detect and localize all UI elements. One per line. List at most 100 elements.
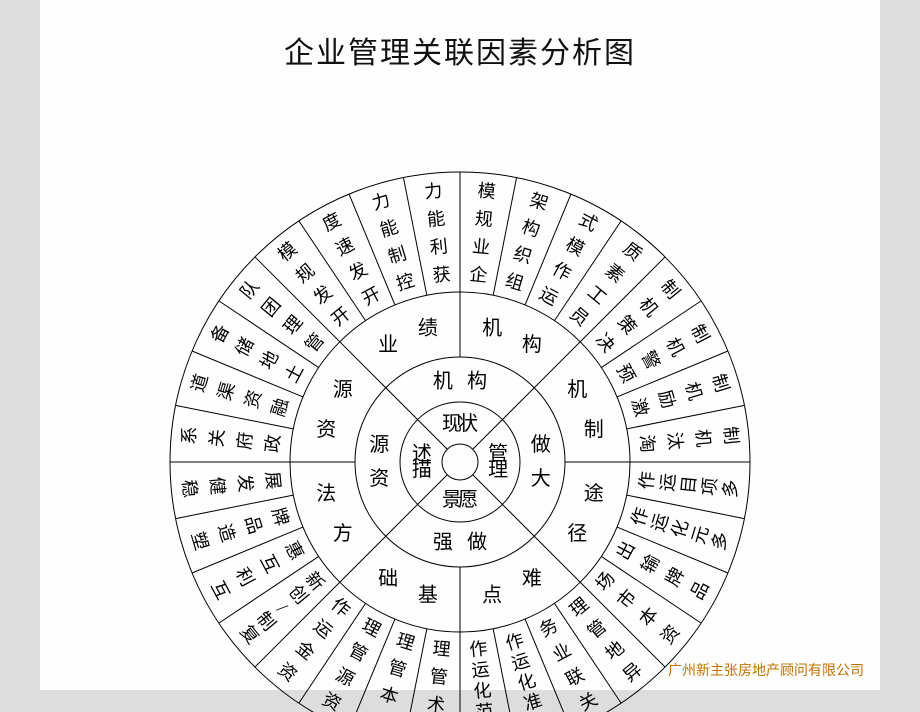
- outer-label: 运: [657, 473, 679, 493]
- outer-label: 关: [206, 428, 228, 448]
- outer-label: 理: [432, 638, 452, 660]
- outer-label: 出: [613, 538, 639, 563]
- outer-label: 管: [429, 666, 449, 688]
- outer-label: 理: [359, 615, 384, 641]
- ring-label: 资: [369, 467, 389, 490]
- inner-label: 机: [482, 316, 502, 339]
- outer-label: 工: [584, 282, 611, 309]
- outer-label: 互: [207, 578, 233, 603]
- ring-label: 做: [531, 433, 551, 456]
- outer-label: 土: [281, 361, 307, 386]
- outer-label: 激: [628, 396, 652, 419]
- spoke-quad: [255, 257, 447, 449]
- outer-label: 管: [584, 616, 611, 643]
- outer-label: 作: [327, 594, 354, 621]
- outer-label: 规: [292, 260, 319, 287]
- outer-label: 理: [566, 594, 593, 621]
- outer-label: /: [273, 600, 292, 617]
- outer-label: 稳: [178, 479, 200, 499]
- outer-label: 务: [536, 615, 561, 641]
- outer-label: 多: [708, 529, 732, 552]
- spoke-quad: [473, 475, 665, 667]
- outer-label: 异: [619, 659, 646, 686]
- outer-label: 运: [310, 616, 337, 643]
- outer-label: 控: [394, 270, 417, 294]
- ring-label: 构: [467, 369, 487, 392]
- outer-label: 造: [214, 521, 238, 544]
- outer-label: 道: [188, 372, 212, 395]
- ring-label: 状: [458, 412, 478, 435]
- outer-label: 准: [521, 690, 544, 712]
- ring: [442, 444, 478, 480]
- outer-label: 储: [232, 334, 258, 359]
- outer-label: 励: [655, 388, 679, 411]
- outer-label: 业: [471, 236, 491, 258]
- outer-label: 织: [511, 243, 534, 267]
- inner-label: 业: [378, 333, 398, 356]
- outer-label: 牌: [268, 505, 292, 528]
- outer-label: 制: [386, 243, 409, 267]
- outer-label: 源: [332, 664, 357, 690]
- spoke-quad: [473, 257, 665, 449]
- outer-label: 队: [236, 276, 263, 303]
- outer-label: 架: [527, 190, 550, 214]
- outer-label: 利: [232, 564, 258, 589]
- inner-label: 方: [333, 522, 353, 545]
- outer-label: 警: [637, 348, 663, 373]
- outer-label: 术: [426, 694, 446, 712]
- outer-label: 机: [635, 294, 662, 321]
- outer-label: 管: [346, 639, 371, 665]
- outer-label: 融: [268, 396, 292, 419]
- outer-label: 速: [332, 234, 357, 260]
- outer-label: 制: [657, 276, 684, 303]
- outer-label: 模: [274, 238, 301, 265]
- outer-label: 资: [241, 388, 265, 411]
- outer-label: 构: [519, 216, 542, 240]
- outer-label: 管: [386, 657, 409, 681]
- inner-label: 法: [316, 482, 336, 505]
- outer-label: 发: [234, 473, 256, 493]
- slide-stage: 企业管理关联因素分析图 现状管理愿景描述机构做大做强资源业绩机构机制途径难点基础…: [40, 0, 880, 690]
- outer-label: 目: [678, 475, 700, 495]
- inner-label: 径: [567, 522, 587, 545]
- inner-label: 源: [333, 378, 353, 401]
- outer-label: 展: [262, 470, 284, 490]
- outer-label: 作: [468, 638, 488, 660]
- outer-label: 利: [429, 236, 449, 258]
- ring-label: 述: [412, 442, 432, 465]
- outer-label: 健: [206, 476, 228, 496]
- outer-label: 能: [426, 208, 446, 230]
- outer-label: 机: [681, 380, 705, 403]
- outer-label: 地: [256, 348, 282, 373]
- footer-text: 广州新主张房地产顾问有限公司: [668, 660, 864, 680]
- outer-label: 质: [619, 238, 646, 265]
- outer-label: 项: [699, 477, 721, 497]
- outer-label: 惠: [281, 538, 307, 563]
- outer-label: 度: [319, 209, 344, 235]
- outer-label: 化: [473, 680, 493, 702]
- outer-label: 金: [292, 637, 319, 664]
- outer-label: 作: [636, 470, 658, 490]
- outer-label: 资: [274, 659, 301, 686]
- outer-label: 关: [576, 689, 601, 712]
- inner-label: 机: [567, 378, 587, 401]
- ring-label: 景: [442, 489, 462, 511]
- outer-label: 多: [720, 479, 742, 499]
- inner-label: 途: [584, 482, 604, 505]
- inner-label: 资: [316, 418, 336, 441]
- ring-label: 理: [488, 459, 508, 481]
- outer-label: 制: [708, 372, 732, 395]
- outer-label: 品: [241, 513, 265, 536]
- outer-label: 运: [471, 659, 491, 681]
- outer-label: 机: [692, 428, 714, 448]
- inner-label: 构: [522, 333, 542, 356]
- outer-label: 开: [327, 303, 354, 330]
- outer-label: 组: [503, 270, 526, 294]
- outer-label: 本: [378, 683, 401, 707]
- outer-label: 力: [423, 180, 443, 202]
- outer-label: 品: [687, 578, 713, 603]
- outer-label: 淘: [636, 434, 658, 454]
- outer-label: 作: [549, 258, 574, 284]
- outer-label: 府: [234, 431, 256, 451]
- outer-label: 地: [601, 637, 628, 664]
